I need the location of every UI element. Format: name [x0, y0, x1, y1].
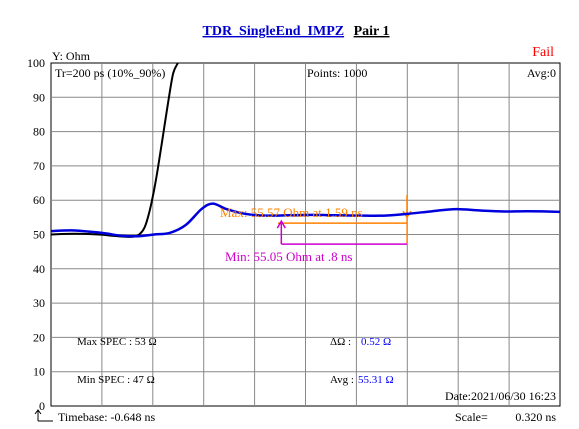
delta-value: 0.52 Ω: [361, 336, 391, 348]
y-tick-label: 0: [39, 399, 45, 413]
y-tick-label: 70: [33, 159, 45, 173]
y-tick-label: 80: [33, 125, 45, 139]
date-label: Date:2021/06/30 16:23: [445, 389, 556, 403]
grid-lines: [51, 63, 560, 406]
avg-count-label: Avg:0: [527, 66, 556, 80]
y-axis-ticks: 0 10 20 30 40 50 60 70 80 90 100: [27, 56, 45, 413]
max-marker-label: Max: 55.57 Ohm at 1.59 ns: [220, 205, 363, 220]
y-tick-label: 10: [33, 365, 45, 379]
scale-label: Scale=: [455, 410, 488, 424]
rise-time-label: Tr=200 ps (10%_90%): [55, 66, 165, 80]
avg-value: 55.31 Ω: [358, 374, 394, 386]
y-tick-label: 30: [33, 296, 45, 310]
max-spec-label: Max SPEC : 53 Ω: [77, 336, 157, 348]
min-marker-arrowhead-icon: [276, 219, 286, 229]
y-tick-label: 100: [27, 56, 45, 70]
origin-arrow-icon: [34, 409, 53, 422]
y-tick-label: 90: [33, 90, 45, 104]
scale-value: 0.320 ns: [515, 410, 556, 424]
step-trace: [50, 62, 179, 238]
status-label: Fail: [532, 45, 554, 60]
y-tick-label: 20: [33, 330, 45, 344]
min-marker-label: Min: 55.05 Ohm at .8 ns: [225, 249, 352, 264]
avg-label: Avg :: [330, 374, 354, 386]
y-tick-label: 60: [33, 193, 45, 207]
chart-title: TDR_SingleEnd_IMPZ Pair 1: [203, 24, 390, 39]
y-tick-label: 40: [33, 262, 45, 276]
chart-title-pair: Pair 1: [354, 24, 390, 39]
chart-title-main: TDR_SingleEnd_IMPZ: [203, 24, 345, 39]
y-unit-label: Y: Ohm: [52, 49, 91, 63]
delta-label: ΔΩ :: [330, 336, 351, 348]
y-tick-label: 50: [33, 228, 45, 242]
timebase-label: Timebase: -0.648 ns: [58, 410, 156, 424]
min-spec-label: Min SPEC : 47 Ω: [77, 374, 155, 386]
impedance-trace: [50, 202, 561, 238]
points-label: Points: 1000: [307, 66, 367, 80]
